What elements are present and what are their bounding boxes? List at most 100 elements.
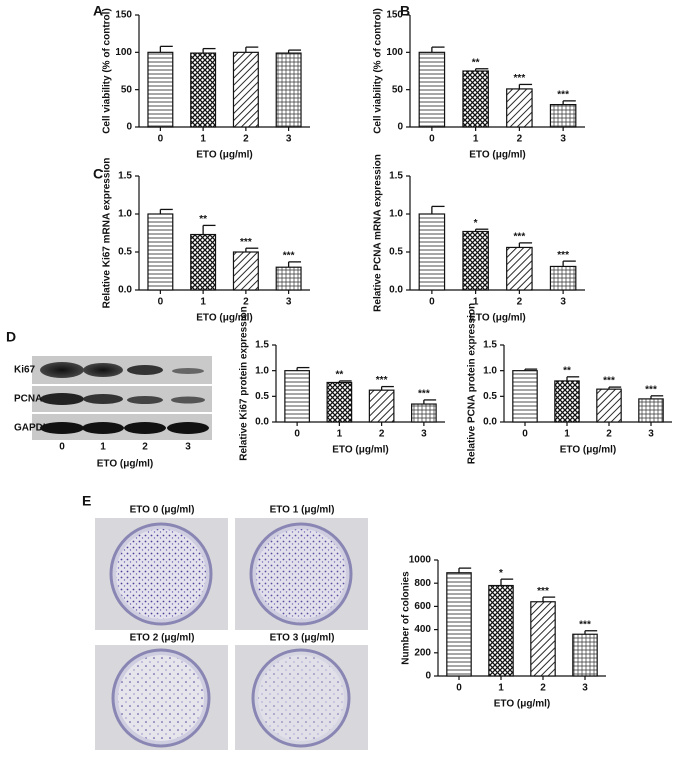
y-tick-label: 1.0 bbox=[255, 365, 269, 376]
colony-label: ETO 2 (μg/ml) bbox=[130, 633, 195, 644]
y-tick-label: 100 bbox=[386, 47, 403, 58]
bar bbox=[446, 572, 472, 677]
y-tick-label: 100 bbox=[115, 47, 132, 58]
significance: *** bbox=[579, 619, 591, 630]
significance: *** bbox=[514, 73, 526, 84]
bar bbox=[368, 389, 395, 423]
x-tick-label: 2 bbox=[243, 134, 249, 145]
significance: *** bbox=[514, 232, 526, 243]
bar bbox=[596, 388, 622, 423]
bar bbox=[638, 398, 664, 423]
x-tick-label: 3 bbox=[560, 297, 566, 308]
significance: * bbox=[474, 218, 478, 229]
y-axis-label: Relative PCNA mRNA expression bbox=[373, 154, 384, 312]
y-tick-label: 50 bbox=[121, 84, 133, 95]
y-tick-label: 1.5 bbox=[118, 171, 132, 182]
bar bbox=[190, 233, 217, 291]
bar bbox=[411, 403, 437, 423]
bar bbox=[326, 381, 353, 423]
bar bbox=[530, 601, 556, 677]
bar bbox=[506, 88, 533, 128]
y-axis-label: Relative Ki67 protein expression bbox=[239, 306, 250, 461]
y-tick-label: 0.0 bbox=[389, 285, 403, 296]
x-tick-label: 2 bbox=[606, 429, 612, 440]
x-tick-label: 0 bbox=[429, 134, 435, 145]
y-tick-label: 0.0 bbox=[255, 417, 269, 428]
blot-lane-label: 0 bbox=[59, 442, 65, 453]
x-axis-label: ETO (μg/ml) bbox=[469, 150, 526, 161]
y-tick-label: 150 bbox=[115, 10, 132, 21]
panel-letter: B bbox=[400, 3, 410, 19]
y-axis-label: Cell viability (% of control) bbox=[373, 8, 384, 134]
significance: ** bbox=[563, 365, 571, 376]
bar bbox=[232, 251, 259, 291]
x-tick-label: 2 bbox=[540, 683, 546, 694]
y-tick-label: 0 bbox=[397, 122, 403, 133]
y-tick-label: 1.5 bbox=[389, 171, 403, 182]
blot-lane-label: 3 bbox=[185, 442, 191, 453]
y-tick-label: 1.0 bbox=[389, 209, 403, 220]
bar bbox=[554, 380, 580, 423]
y-tick-label: 0.5 bbox=[255, 391, 269, 402]
x-axis-label: ETO (μg/ml) bbox=[469, 313, 526, 324]
y-axis-label: Relative PCNA protein expression bbox=[467, 303, 478, 464]
x-tick-label: 1 bbox=[200, 134, 206, 145]
colony-label: ETO 0 (μg/ml) bbox=[130, 505, 195, 516]
x-tick-label: 3 bbox=[560, 134, 566, 145]
significance: *** bbox=[240, 237, 252, 248]
x-tick-label: 1 bbox=[473, 134, 479, 145]
bar bbox=[147, 51, 174, 128]
significance: *** bbox=[537, 586, 549, 597]
bar bbox=[572, 633, 598, 677]
x-tick-label: 0 bbox=[456, 683, 462, 694]
y-tick-label: 1.5 bbox=[255, 340, 269, 351]
bar bbox=[232, 51, 259, 128]
significance: *** bbox=[603, 376, 615, 387]
blot-lane-label: 2 bbox=[142, 442, 148, 453]
panel-letter: E bbox=[82, 493, 91, 509]
y-tick-label: 1000 bbox=[409, 555, 432, 566]
x-tick-label: 0 bbox=[294, 429, 300, 440]
colony-label: ETO 1 (μg/ml) bbox=[270, 505, 335, 516]
x-tick-label: 3 bbox=[648, 429, 654, 440]
y-tick-label: 1.0 bbox=[118, 209, 132, 220]
x-axis-label: ETO (μg/ml) bbox=[196, 313, 253, 324]
y-axis-label: Relative Ki67 mRNA expression bbox=[102, 158, 113, 309]
x-tick-label: 2 bbox=[379, 429, 385, 440]
bar bbox=[275, 266, 302, 291]
blot-row-label: PCNA bbox=[14, 394, 42, 405]
bar bbox=[147, 213, 174, 291]
x-tick-label: 0 bbox=[522, 429, 528, 440]
x-tick-label: 1 bbox=[337, 429, 343, 440]
x-tick-label: 3 bbox=[582, 683, 588, 694]
colony-images bbox=[95, 518, 368, 750]
x-axis-label: ETO (μg/ml) bbox=[196, 150, 253, 161]
bar bbox=[512, 370, 538, 423]
x-tick-label: 2 bbox=[517, 134, 523, 145]
y-tick-label: 0.5 bbox=[389, 247, 403, 258]
blot-row-label: Ki67 bbox=[14, 365, 36, 376]
bar bbox=[418, 213, 446, 291]
significance: *** bbox=[283, 251, 295, 262]
blot-row-label: GAPDH bbox=[14, 423, 50, 434]
y-tick-label: 1.5 bbox=[483, 340, 497, 351]
y-tick-label: 0.0 bbox=[118, 285, 132, 296]
bar bbox=[506, 246, 533, 291]
bar bbox=[549, 103, 577, 128]
y-tick-label: 150 bbox=[386, 10, 403, 21]
y-axis-label: Cell viability (% of control) bbox=[102, 8, 113, 134]
x-tick-label: 1 bbox=[473, 297, 479, 308]
blot-lane-label: 1 bbox=[100, 442, 106, 453]
x-tick-label: 1 bbox=[200, 297, 206, 308]
bar bbox=[275, 52, 302, 128]
panel-letter: A bbox=[93, 3, 103, 19]
x-tick-label: 2 bbox=[517, 297, 523, 308]
blot-xlabel: ETO (μg/ml) bbox=[97, 459, 154, 470]
panel-letter: D bbox=[6, 329, 16, 345]
y-tick-label: 1.0 bbox=[483, 365, 497, 376]
x-tick-label: 1 bbox=[498, 683, 504, 694]
bar bbox=[190, 52, 217, 128]
significance: ** bbox=[335, 370, 343, 381]
y-axis-label: Number of colonies bbox=[401, 571, 412, 665]
bar bbox=[488, 584, 514, 677]
